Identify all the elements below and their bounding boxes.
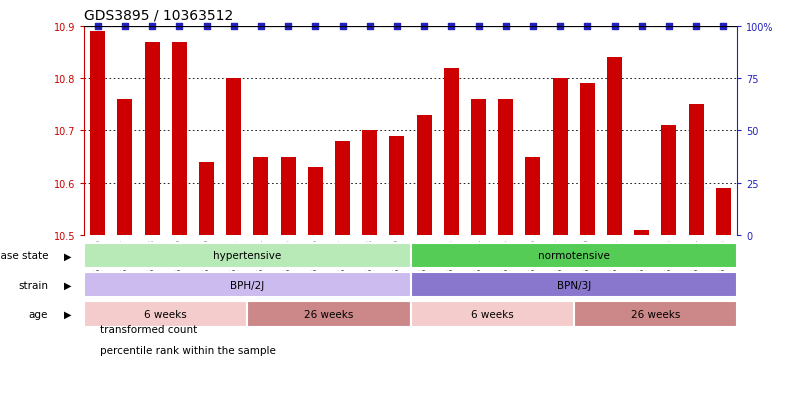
Bar (525, 157, 541, 235)
Point (608, 24, 621, 30)
Bar (308, 168, 323, 235)
Text: ▶: ▶ (64, 251, 71, 261)
Point (364, 24, 376, 30)
Text: transformed count: transformed count (100, 324, 197, 334)
Point (173, 24, 186, 30)
FancyBboxPatch shape (84, 243, 411, 268)
Text: disease state: disease state (0, 251, 48, 261)
Bar (118, 100, 132, 235)
Point (445, 24, 457, 30)
Bar (607, 58, 622, 235)
FancyBboxPatch shape (411, 243, 737, 268)
Text: 6 weeks: 6 weeks (144, 309, 187, 319)
Point (146, 24, 159, 30)
Text: 6 weeks: 6 weeks (471, 309, 513, 319)
Bar (634, 230, 649, 235)
FancyBboxPatch shape (84, 301, 248, 327)
Text: percentile rank within the sample: percentile rank within the sample (100, 346, 276, 356)
Point (417, 24, 430, 30)
Point (227, 24, 240, 30)
Bar (444, 69, 459, 235)
Point (91, 24, 104, 30)
Point (200, 24, 213, 30)
Bar (145, 43, 159, 235)
Text: ▶: ▶ (64, 280, 71, 290)
FancyBboxPatch shape (84, 272, 411, 298)
FancyBboxPatch shape (411, 272, 737, 298)
Point (717, 24, 730, 30)
Point (499, 24, 512, 30)
Text: hypertensive: hypertensive (213, 251, 281, 261)
Bar (199, 162, 214, 235)
Bar (498, 100, 513, 235)
Point (391, 24, 404, 30)
Bar (471, 100, 486, 235)
Point (255, 24, 268, 30)
Bar (417, 116, 432, 235)
Bar (580, 84, 595, 235)
Text: BPN/3J: BPN/3J (557, 280, 591, 290)
Bar (280, 157, 296, 235)
Bar (172, 43, 187, 235)
Point (282, 24, 295, 30)
Bar (553, 79, 568, 235)
Bar (91, 32, 105, 235)
Bar (226, 79, 241, 235)
Bar (662, 126, 676, 235)
Text: 26 weeks: 26 weeks (304, 309, 353, 319)
Bar (389, 136, 405, 235)
Point (526, 24, 539, 30)
Point (553, 24, 566, 30)
Point (662, 24, 675, 30)
Bar (689, 105, 703, 235)
Text: ▶: ▶ (64, 309, 71, 319)
Bar (362, 131, 377, 235)
Text: BPH/2J: BPH/2J (230, 280, 264, 290)
Point (581, 24, 594, 30)
Text: 26 weeks: 26 weeks (630, 309, 680, 319)
Point (336, 24, 349, 30)
Point (309, 24, 322, 30)
Bar (335, 142, 350, 235)
Point (472, 24, 485, 30)
Point (119, 24, 131, 30)
Text: normotensive: normotensive (537, 251, 610, 261)
Text: strain: strain (18, 280, 48, 290)
Text: age: age (29, 309, 48, 319)
FancyBboxPatch shape (574, 301, 737, 327)
Text: GDS3895 / 10363512: GDS3895 / 10363512 (84, 9, 233, 23)
Point (690, 24, 702, 30)
Bar (253, 157, 268, 235)
Bar (716, 188, 731, 235)
FancyBboxPatch shape (411, 301, 574, 327)
Point (635, 24, 648, 30)
FancyBboxPatch shape (248, 301, 411, 327)
